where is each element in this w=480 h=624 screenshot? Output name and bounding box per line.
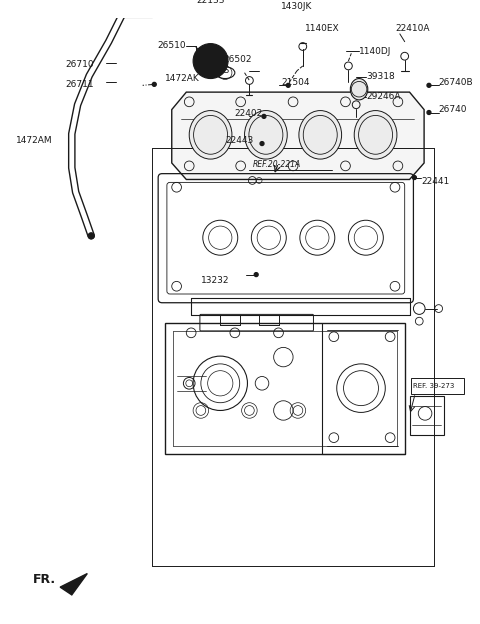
- Text: 26711: 26711: [65, 80, 94, 89]
- Polygon shape: [60, 573, 87, 595]
- Text: 26740: 26740: [439, 105, 467, 114]
- Circle shape: [152, 82, 156, 86]
- Circle shape: [254, 273, 258, 276]
- Text: REF.20-221A: REF.20-221A: [252, 160, 300, 170]
- Text: 26502: 26502: [223, 55, 252, 64]
- Text: 22410A: 22410A: [395, 24, 430, 32]
- Text: 26740B: 26740B: [439, 78, 473, 87]
- Text: 1472AK: 1472AK: [165, 74, 200, 83]
- Text: FR.: FR.: [33, 573, 56, 586]
- Circle shape: [193, 44, 228, 79]
- Ellipse shape: [350, 79, 368, 100]
- Text: 22402: 22402: [235, 109, 263, 118]
- Ellipse shape: [244, 110, 287, 159]
- Text: 29246A: 29246A: [366, 92, 400, 102]
- Text: 22133: 22133: [196, 0, 225, 6]
- Ellipse shape: [299, 110, 342, 159]
- Ellipse shape: [189, 110, 232, 159]
- Polygon shape: [172, 92, 424, 180]
- Circle shape: [427, 84, 431, 87]
- Text: 26510: 26510: [157, 41, 186, 50]
- Circle shape: [412, 175, 416, 180]
- Text: 21504: 21504: [281, 78, 310, 87]
- Ellipse shape: [354, 110, 397, 159]
- Circle shape: [262, 114, 266, 119]
- Circle shape: [88, 233, 94, 239]
- Circle shape: [286, 84, 290, 87]
- Circle shape: [427, 110, 431, 114]
- Text: 39318: 39318: [366, 72, 395, 81]
- Text: 26710: 26710: [65, 61, 94, 69]
- Text: 1430JK: 1430JK: [281, 2, 313, 11]
- Text: 1472AM: 1472AM: [15, 136, 52, 145]
- Circle shape: [260, 142, 264, 145]
- Text: REF. 39-273: REF. 39-273: [413, 383, 455, 389]
- Text: 22441: 22441: [421, 177, 449, 186]
- Text: 22443: 22443: [225, 136, 253, 145]
- Text: 1140ES: 1140ES: [196, 66, 230, 76]
- Text: 1140EX: 1140EX: [305, 24, 339, 32]
- Text: 1140DJ: 1140DJ: [359, 47, 392, 56]
- Text: 13232: 13232: [201, 276, 229, 285]
